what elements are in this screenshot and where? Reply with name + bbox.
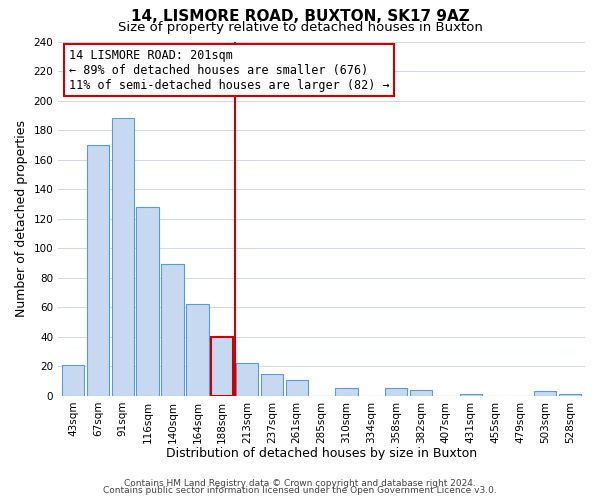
Bar <box>534 392 556 396</box>
Bar <box>460 394 482 396</box>
Bar <box>87 145 109 396</box>
Bar <box>136 207 159 396</box>
Bar <box>335 388 358 396</box>
Bar <box>559 394 581 396</box>
Text: Contains HM Land Registry data © Crown copyright and database right 2024.: Contains HM Land Registry data © Crown c… <box>124 478 476 488</box>
Text: 14 LISMORE ROAD: 201sqm
← 89% of detached houses are smaller (676)
11% of semi-d: 14 LISMORE ROAD: 201sqm ← 89% of detache… <box>69 48 389 92</box>
Bar <box>161 264 184 396</box>
Text: Size of property relative to detached houses in Buxton: Size of property relative to detached ho… <box>118 21 482 34</box>
Bar <box>62 365 84 396</box>
Bar <box>236 364 258 396</box>
Bar <box>385 388 407 396</box>
Bar <box>112 118 134 396</box>
Text: Contains public sector information licensed under the Open Government Licence v3: Contains public sector information licen… <box>103 486 497 495</box>
Y-axis label: Number of detached properties: Number of detached properties <box>15 120 28 317</box>
X-axis label: Distribution of detached houses by size in Buxton: Distribution of detached houses by size … <box>166 447 477 460</box>
Text: 14, LISMORE ROAD, BUXTON, SK17 9AZ: 14, LISMORE ROAD, BUXTON, SK17 9AZ <box>131 9 469 24</box>
Bar <box>186 304 209 396</box>
Bar <box>286 380 308 396</box>
Bar <box>211 337 233 396</box>
Bar <box>260 374 283 396</box>
Bar <box>410 390 432 396</box>
